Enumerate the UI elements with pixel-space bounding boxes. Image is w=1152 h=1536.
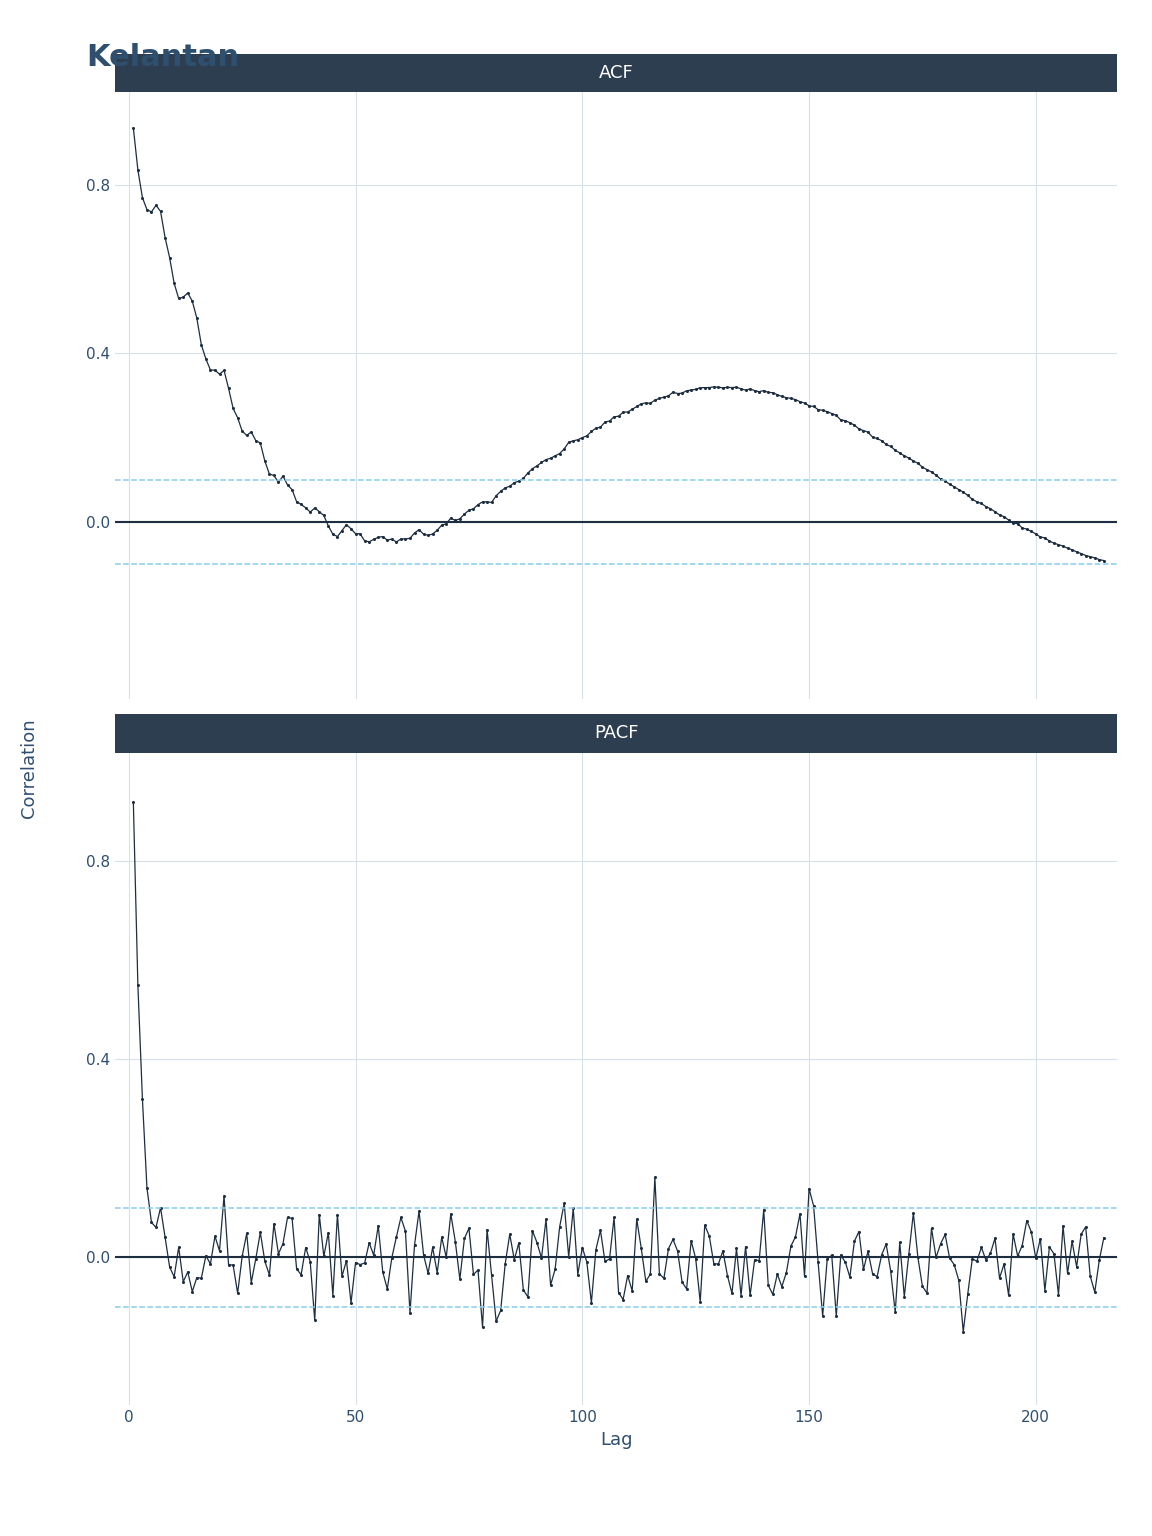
Text: Kelantan: Kelantan — [86, 43, 240, 72]
Text: PACF: PACF — [594, 725, 638, 742]
Text: ACF: ACF — [599, 65, 634, 81]
Text: Correlation: Correlation — [20, 719, 38, 817]
X-axis label: Lag: Lag — [600, 1432, 632, 1448]
